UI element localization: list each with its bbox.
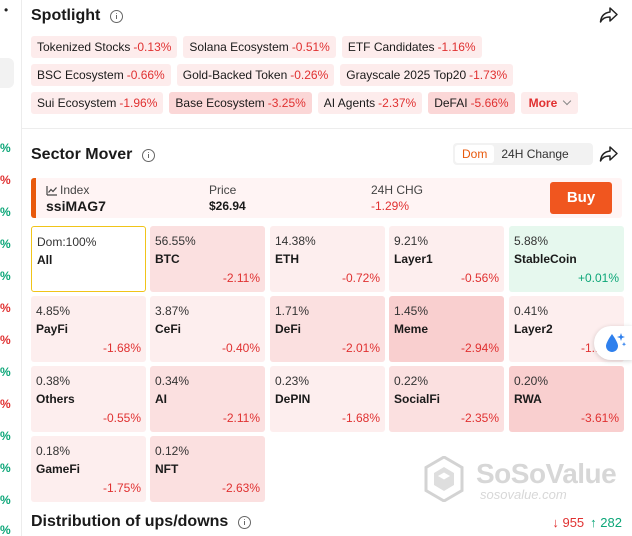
index-name: ssiMAG7	[46, 198, 106, 214]
left-panel-clipped: • % % % % % % % % % % % % %	[0, 0, 22, 536]
index-accent-bar	[31, 178, 36, 218]
droplet-sparkle-icon	[606, 333, 627, 352]
left-pct: %	[0, 237, 11, 251]
sector-mover-title: Sector Mover	[31, 146, 133, 163]
left-pct: %	[0, 333, 11, 347]
sector-tile[interactable]: 3.87% CeFi -0.40%	[150, 296, 265, 362]
sector-tile-all[interactable]: Dom:100% All	[31, 226, 146, 292]
chevron-down-icon	[563, 96, 572, 106]
left-pct: %	[0, 523, 11, 536]
sector-tile[interactable]: 0.34% AI -2.11%	[150, 366, 265, 432]
sector-tile[interactable]: 0.18% GameFi -1.75%	[31, 436, 146, 502]
spotlight-chip[interactable]: DeFAI -5.66%	[428, 92, 515, 114]
share-icon[interactable]	[599, 6, 619, 24]
sector-tile[interactable]: 9.21% Layer1 -0.56%	[389, 226, 504, 292]
sector-tile[interactable]: 0.12% NFT -2.63%	[150, 436, 265, 502]
sector-tile[interactable]: 0.20% RWA -3.61%	[509, 366, 624, 432]
change-label: 24H CHG	[371, 183, 424, 197]
spotlight-title: Spotlight	[31, 7, 101, 24]
spotlight-chip[interactable]: Sui Ecosystem -1.96%	[31, 92, 164, 114]
info-icon[interactable]	[142, 148, 156, 162]
floating-assistant-button[interactable]	[594, 326, 632, 360]
info-icon[interactable]	[238, 515, 252, 529]
left-pct: %	[0, 141, 11, 155]
left-pct: %	[0, 365, 11, 379]
spotlight-chip[interactable]: Tokenized Stocks -0.13%	[31, 36, 178, 58]
price-value: $26.94	[209, 199, 246, 213]
left-pct: %	[0, 493, 11, 507]
sector-tile[interactable]: 4.85% PayFi -1.68%	[31, 296, 146, 362]
toggle-dom[interactable]: Dom	[455, 145, 495, 163]
main-panel: Spotlight Tokenized Stocks -0.13% Solana …	[22, 0, 632, 536]
spotlight-chip[interactable]: ETF Candidates -1.16%	[341, 36, 482, 58]
spotlight-chip[interactable]: Grayscale 2025 Top20 -1.73%	[340, 64, 514, 86]
info-icon[interactable]	[110, 9, 124, 23]
more-button[interactable]: More	[520, 92, 579, 114]
sector-tile[interactable]: 1.71% DeFi -2.01%	[270, 296, 385, 362]
sector-tile[interactable]: 0.38% Others -0.55%	[31, 366, 146, 432]
distribution-title: Distribution of ups/downs	[31, 513, 229, 530]
left-panel-mark: •	[4, 3, 9, 17]
left-pct: %	[0, 397, 11, 411]
watermark-title: SoSoValue	[476, 458, 617, 489]
section-divider	[22, 128, 632, 129]
index-label: Index	[46, 183, 89, 197]
sector-tile[interactable]: 0.23% DePIN -1.68%	[270, 366, 385, 432]
spotlight-chip[interactable]: AI Agents -2.37%	[317, 92, 423, 114]
sector-tile[interactable]: 0.22% SocialFi -2.35%	[389, 366, 504, 432]
change-value: -1.29%	[371, 199, 410, 213]
sector-mover-header: Sector Mover	[31, 146, 156, 164]
spotlight-chip[interactable]: Gold-Backed Token -0.26%	[176, 64, 335, 86]
buy-button[interactable]: Buy	[550, 182, 612, 214]
spotlight-header: Spotlight	[31, 7, 124, 25]
share-icon[interactable]	[599, 145, 619, 163]
watermark-url: sosovalue.com	[480, 487, 567, 502]
left-pct: %	[0, 429, 11, 443]
distribution-counts: ↓ 955 ↑ 282	[552, 515, 622, 530]
toggle-24h-change[interactable]: 24H Change	[501, 147, 569, 161]
sosovalue-watermark: SoSoValue sosovalue.com	[424, 456, 624, 504]
left-pct: %	[0, 173, 11, 187]
spotlight-chip[interactable]: Solana Ecosystem -0.51%	[183, 36, 336, 58]
up-count: ↑ 282	[590, 515, 622, 530]
left-pct: %	[0, 269, 11, 283]
left-panel-pill[interactable]	[0, 58, 14, 88]
sector-tile[interactable]: 56.55% BTC -2.11%	[150, 226, 265, 292]
price-label: Price	[209, 183, 237, 197]
sector-mode-toggle: Dom 24H Change	[453, 143, 593, 165]
down-count: ↓ 955	[552, 515, 585, 530]
index-card[interactable]: Index ssiMAG7 Price $26.94 24H CHG -1.29…	[31, 178, 622, 218]
left-pct: %	[0, 301, 11, 315]
sector-tile[interactable]: 14.38% ETH -0.72%	[270, 226, 385, 292]
sosovalue-logo-icon	[424, 456, 464, 502]
spotlight-chips: Tokenized Stocks -0.13% Solana Ecosystem -…	[31, 36, 611, 120]
sector-tile[interactable]: 5.88% StableCoin +0.01%	[509, 226, 624, 292]
spotlight-chip[interactable]: BSC Ecosystem -0.66%	[31, 64, 171, 86]
spotlight-chip[interactable]: Base Ecosystem -3.25%	[169, 92, 312, 114]
left-pct: %	[0, 205, 11, 219]
distribution-header: Distribution of ups/downs	[31, 513, 252, 531]
sector-tile[interactable]: 1.45% Meme -2.94%	[389, 296, 504, 362]
left-pct: %	[0, 461, 11, 475]
chart-icon	[46, 185, 57, 196]
